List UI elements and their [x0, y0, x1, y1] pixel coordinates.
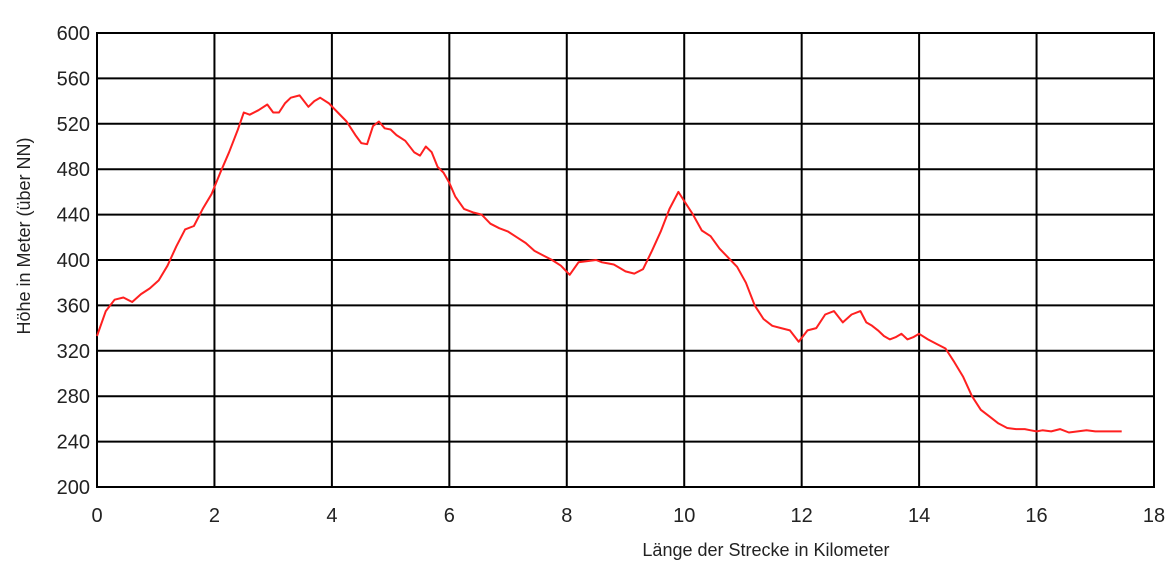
grid-lines: [97, 33, 1154, 487]
y-tick-label: 520: [57, 114, 90, 136]
elevation-line: [96, 94, 1122, 434]
x-tick-label: 14: [908, 505, 930, 527]
y-tick-label: 360: [57, 295, 90, 317]
x-tick-label: 2: [209, 505, 220, 527]
x-tick-label: 6: [444, 505, 455, 527]
y-axis-label: Höhe in Meter (über NN): [14, 137, 34, 334]
x-axis-ticks: 0 2 4 6 8 10 12 14 16 18: [91, 505, 1165, 527]
y-tick-label: 400: [57, 250, 90, 272]
x-tick-label: 0: [91, 505, 102, 527]
y-tick-label: 280: [57, 386, 90, 408]
y-tick-label: 600: [57, 23, 90, 45]
y-tick-label: 320: [57, 341, 90, 363]
y-tick-label: 440: [57, 205, 90, 227]
x-tick-label: 12: [791, 505, 813, 527]
x-tick-label: 8: [561, 505, 572, 527]
x-axis-label: Länge der Strecke in Kilometer: [642, 540, 889, 560]
y-axis-ticks: 600 560 520 480 440 400 360 320 280 240 200: [57, 23, 90, 499]
y-tick-label: 200: [57, 477, 90, 499]
plot-frame: [96, 32, 1155, 488]
x-tick-label: 18: [1143, 505, 1165, 527]
y-tick-label: 560: [57, 68, 90, 90]
x-tick-label: 16: [1025, 505, 1047, 527]
x-tick-label: 10: [673, 505, 695, 527]
y-tick-label: 480: [57, 159, 90, 181]
x-tick-label: 4: [326, 505, 337, 527]
y-tick-label: 240: [57, 432, 90, 454]
